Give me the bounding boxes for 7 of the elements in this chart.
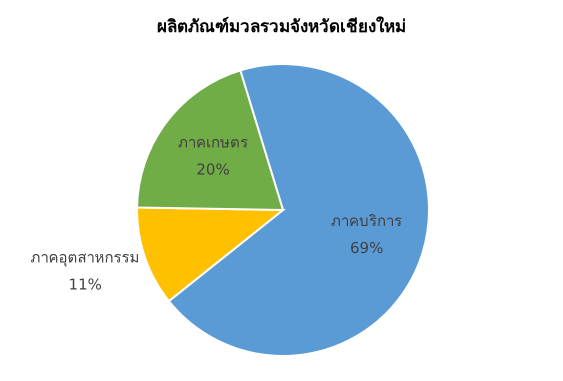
- chart-title: ผลิตภัณฑ์มวลรวมจังหวัดเชียงใหม่: [157, 16, 406, 37]
- data-label: 69%: [350, 238, 384, 257]
- data-label: 11%: [68, 276, 102, 294]
- data-label: 20%: [196, 160, 230, 178]
- slice-label: ภาคบริการ: [331, 212, 402, 230]
- slice-label: ภาคอุตสาหกรรม: [30, 248, 140, 268]
- slice-label: ภาคเกษตร: [178, 133, 248, 152]
